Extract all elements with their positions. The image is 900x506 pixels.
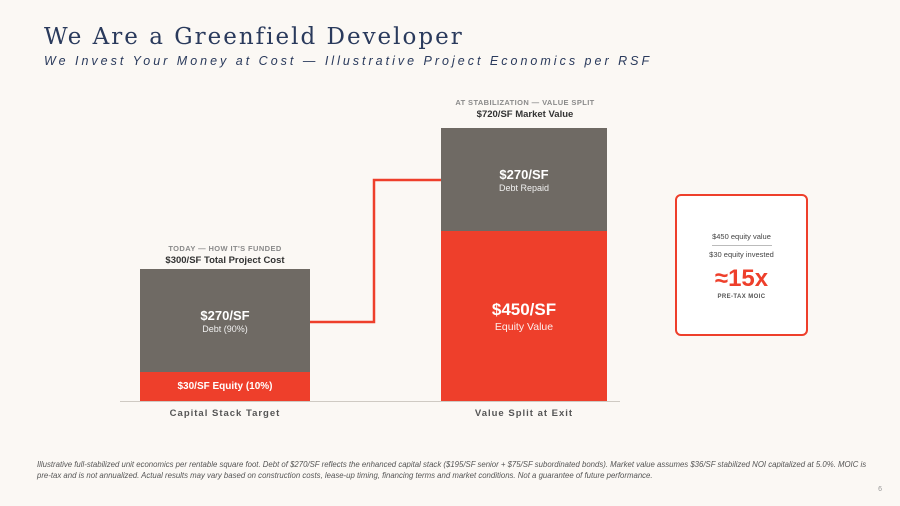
- right-debt-segment: $270/SF Debt Repaid: [441, 128, 607, 231]
- left-kicker: TODAY — HOW IT'S FUNDED: [168, 244, 282, 253]
- moic-multiple: ≈15x: [714, 265, 769, 292]
- right-debt-value: $270/SF: [499, 166, 549, 182]
- left-debt-value: $270/SF: [200, 307, 250, 323]
- moic-numerator: $450 equity value: [712, 232, 771, 241]
- left-heading: $300/SF Total Project Cost: [165, 255, 285, 266]
- chart-baseline: [120, 401, 620, 402]
- right-equity-value: $450/SF: [491, 299, 557, 319]
- right-equity-label: Equity Value: [494, 320, 554, 333]
- right-debt-label: Debt Repaid: [498, 182, 550, 193]
- footnote: Illustrative full-stabilized unit econom…: [37, 460, 867, 480]
- moic-denominator: $30 equity invested: [709, 250, 774, 259]
- left-debt-label: Debt (90%): [202, 323, 248, 334]
- left-equity-segment: $30/SF Equity (10%): [140, 372, 310, 401]
- left-debt-segment: $270/SF Debt (90%): [140, 269, 310, 372]
- right-equity-segment: $450/SF Equity Value: [441, 231, 607, 401]
- moic-card: $450 equity value $30 equity invested ≈1…: [675, 194, 808, 336]
- page-title: We Are a Greenfield Developer: [44, 24, 464, 50]
- right-kicker: AT STABILIZATION — VALUE SPLIT: [455, 98, 595, 107]
- moic-divider: [711, 245, 772, 246]
- page-subtitle: We Invest Your Money at Cost — Illustrat…: [44, 54, 653, 68]
- right-column-header: AT STABILIZATION — VALUE SPLIT $720/SF M…: [430, 98, 620, 120]
- right-axis-label: Value Split at Exit: [474, 408, 574, 419]
- moic-label: PRE-TAX MOIC: [717, 294, 766, 300]
- left-stacked-bar: $270/SF Debt (90%) $30/SF Equity (10%): [140, 269, 310, 401]
- right-heading: $720/SF Market Value: [476, 109, 574, 120]
- left-equity-label: $30/SF Equity (10%): [177, 381, 273, 392]
- page-number: 6: [878, 486, 882, 493]
- left-column-header: TODAY — HOW IT'S FUNDED $300/SF Total Pr…: [140, 244, 310, 266]
- left-axis-label: Capital Stack Target: [169, 408, 281, 419]
- right-stacked-bar: $270/SF Debt Repaid $450/SF Equity Value: [441, 128, 607, 401]
